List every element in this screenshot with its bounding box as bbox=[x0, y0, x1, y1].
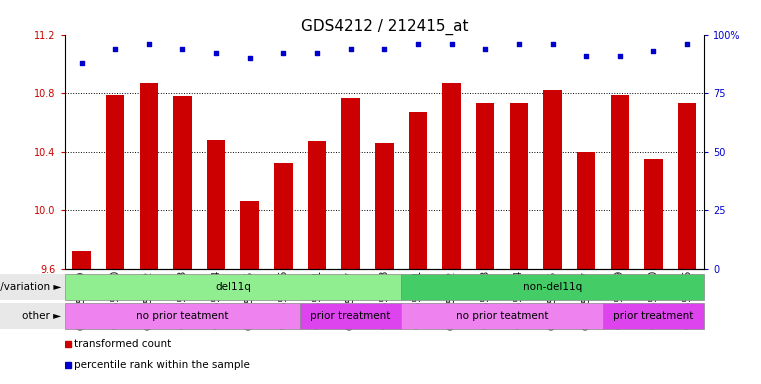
Bar bbox=[375, 143, 393, 269]
Text: prior treatment: prior treatment bbox=[310, 311, 391, 321]
Bar bbox=[139, 83, 158, 269]
Point bbox=[109, 46, 121, 52]
Bar bbox=[240, 202, 259, 269]
Bar bbox=[678, 103, 696, 269]
Bar bbox=[645, 159, 663, 269]
Text: prior treatment: prior treatment bbox=[613, 311, 693, 321]
Point bbox=[311, 50, 323, 56]
Point bbox=[75, 60, 88, 66]
Point bbox=[613, 53, 626, 59]
Bar bbox=[65, 303, 300, 329]
Text: genotype/variation ►: genotype/variation ► bbox=[0, 282, 62, 292]
Bar bbox=[543, 90, 562, 269]
Point bbox=[378, 46, 390, 52]
Point bbox=[244, 55, 256, 61]
Point bbox=[580, 53, 592, 59]
Text: non-del11q: non-del11q bbox=[523, 282, 582, 292]
Text: other ►: other ► bbox=[22, 311, 62, 321]
Bar bbox=[510, 103, 528, 269]
Bar bbox=[603, 303, 704, 329]
Point bbox=[648, 48, 660, 54]
Bar bbox=[401, 274, 704, 300]
Bar bbox=[274, 163, 293, 269]
Text: no prior teatment: no prior teatment bbox=[456, 311, 549, 321]
Bar bbox=[307, 141, 326, 269]
Text: del11q: del11q bbox=[215, 282, 251, 292]
Text: no prior teatment: no prior teatment bbox=[136, 311, 229, 321]
Point bbox=[546, 41, 559, 47]
Point bbox=[681, 41, 693, 47]
Bar bbox=[476, 103, 495, 269]
Title: GDS4212 / 212415_at: GDS4212 / 212415_at bbox=[301, 18, 468, 35]
Bar bbox=[300, 303, 401, 329]
Bar bbox=[72, 251, 91, 269]
Bar bbox=[174, 96, 192, 269]
Bar bbox=[106, 94, 124, 269]
Bar bbox=[442, 83, 461, 269]
Bar bbox=[409, 112, 427, 269]
Point bbox=[210, 50, 222, 56]
Bar bbox=[577, 152, 595, 269]
Point bbox=[345, 46, 357, 52]
Point bbox=[143, 41, 155, 47]
Point bbox=[412, 41, 424, 47]
Point bbox=[479, 46, 492, 52]
Point bbox=[445, 41, 457, 47]
Point bbox=[277, 50, 289, 56]
Point bbox=[513, 41, 525, 47]
Bar bbox=[610, 94, 629, 269]
Point bbox=[177, 46, 189, 52]
Bar bbox=[207, 140, 225, 269]
Text: percentile rank within the sample: percentile rank within the sample bbox=[75, 360, 250, 370]
Bar bbox=[401, 303, 603, 329]
Bar bbox=[342, 98, 360, 269]
Bar bbox=[65, 274, 401, 300]
Text: transformed count: transformed count bbox=[75, 339, 171, 349]
